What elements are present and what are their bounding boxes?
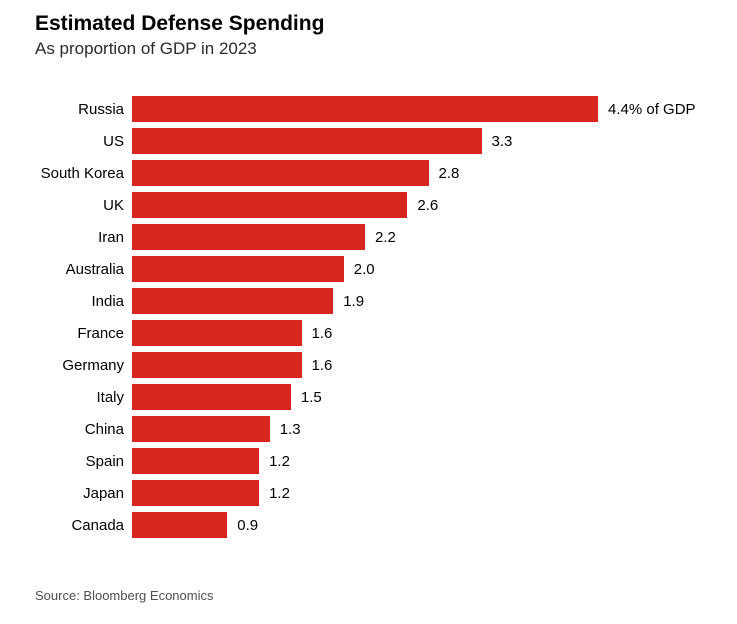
bar [132,384,291,410]
bar-row: UK 2.6 [35,192,702,218]
category-label: Russia [78,100,124,118]
value-label: 4.4% of GDP [608,100,696,118]
bar-row: Spain 1.2 [35,448,702,474]
bar-row: Italy 1.5 [35,384,702,410]
bar-row: France 1.6 [35,320,702,346]
value-label: 2.8 [438,164,460,182]
bar [132,224,365,250]
category-label: Iran [98,228,124,246]
category-label: Spain [85,452,124,470]
bar [132,288,334,314]
value-label: 2.0 [353,260,375,278]
bar [132,320,302,346]
bar [132,128,482,154]
chart-title: Estimated Defense Spending [35,12,325,35]
value-label: 2.2 [375,228,396,246]
value-label: 1.9 [343,292,365,310]
bar [132,448,260,474]
bar-row: China 1.3 [35,416,702,442]
bar-row: Germany 1.6 [35,352,702,378]
category-label: India [91,292,124,310]
bar-row: South Korea 2.8 [35,160,702,186]
category-label: Japan [83,484,124,502]
value-label: 1.2 [269,452,290,470]
bar-row: Australia 2.0 [35,256,702,282]
bar [132,352,302,378]
value-label: 1.5 [300,388,322,406]
bar [132,96,598,122]
bar-chart: Russia 4.4% of GDP US 3.3 South Korea 2.8 UK 2.… [35,96,702,538]
value-label: 1.2 [269,484,290,502]
bar [132,192,408,218]
bar [132,512,228,538]
category-label: Canada [71,516,124,534]
bar-row: Iran 2.2 [35,224,702,250]
source-note: Source: Bloomberg Economics [35,588,214,603]
bar-row: Canada 0.9 [35,512,702,538]
category-label: South Korea [40,164,124,182]
chart-subtitle: As proportion of GDP in 2023 [35,39,257,58]
category-label: France [77,324,124,342]
bar-row: Japan 1.2 [35,480,702,506]
value-label: 3.3 [491,132,513,150]
bar [132,256,344,282]
category-label: China [84,420,124,438]
value-label: 1.6 [311,324,333,342]
bar [132,416,270,442]
value-label: 1.6 [311,356,333,374]
category-label: Australia [65,260,124,278]
bar-row: India 1.9 [35,288,702,314]
category-label: Germany [62,356,124,374]
bar-row: US 3.3 [35,128,702,154]
value-label: 0.9 [237,516,259,534]
value-label: 1.3 [279,420,301,438]
category-label: Italy [96,388,124,406]
bar [132,160,429,186]
category-label: US [103,132,124,150]
category-label: UK [103,196,124,214]
bar-row: Russia 4.4% of GDP [35,96,702,122]
bar [132,480,260,506]
value-label: 2.6 [417,196,439,214]
